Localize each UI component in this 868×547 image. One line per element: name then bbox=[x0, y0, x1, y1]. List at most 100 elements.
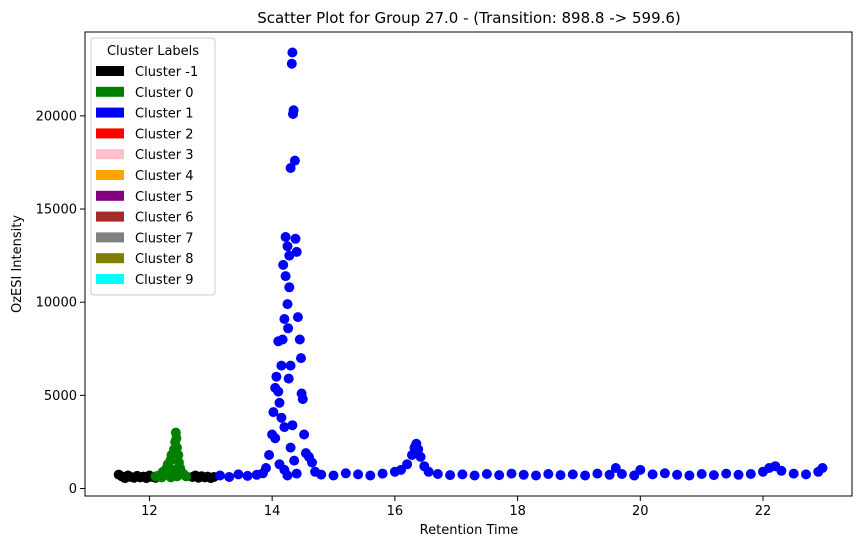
x-tick-label: 22 bbox=[755, 504, 772, 519]
data-point-cluster-1 bbox=[788, 468, 799, 479]
legend-label: Cluster 6 bbox=[135, 211, 194, 226]
data-point-cluster-1 bbox=[610, 463, 621, 473]
legend-swatch bbox=[96, 274, 124, 284]
plot-frame bbox=[84, 31, 853, 497]
data-point-cluster-1 bbox=[672, 469, 683, 480]
legend-label: Cluster -1 bbox=[135, 65, 198, 80]
data-point-cluster-1 bbox=[377, 468, 388, 479]
data-point-cluster-0 bbox=[173, 450, 184, 460]
data-point-cluster-1 bbox=[284, 250, 295, 261]
data-point-cluster-1 bbox=[292, 312, 303, 323]
data-point-cluster-1 bbox=[282, 241, 293, 252]
data-point-cluster-1 bbox=[543, 469, 554, 479]
data-point-cluster-1 bbox=[283, 323, 294, 334]
data-point-cluster-1 bbox=[297, 394, 308, 405]
x-tick-label: 20 bbox=[632, 504, 649, 519]
data-point-cluster-1 bbox=[604, 469, 615, 480]
legend-label: Cluster 8 bbox=[135, 252, 194, 267]
data-point-cluster-1 bbox=[242, 470, 253, 481]
data-point-cluster-1 bbox=[708, 470, 719, 481]
data-point-cluster-1 bbox=[287, 47, 298, 58]
data-point-cluster-1 bbox=[273, 336, 284, 347]
data-point-cluster-1 bbox=[282, 470, 293, 481]
data-point-cluster-1 bbox=[616, 469, 627, 479]
legend-swatch bbox=[96, 86, 124, 97]
legend-label: Cluster 2 bbox=[135, 127, 194, 142]
legend-label: Cluster 4 bbox=[135, 169, 194, 184]
data-point-cluster-1 bbox=[289, 455, 300, 466]
data-point-cluster-0 bbox=[181, 471, 192, 482]
data-point-cluster-1 bbox=[481, 469, 492, 479]
data-point-cluster-1 bbox=[445, 470, 456, 481]
data-point-cluster-1 bbox=[353, 469, 364, 480]
data-point-cluster-1 bbox=[280, 232, 291, 242]
data-point-cluster-1 bbox=[283, 373, 294, 384]
x-tick-label: 12 bbox=[141, 504, 158, 519]
data-point-cluster-1 bbox=[282, 299, 293, 310]
data-point-cluster-1 bbox=[506, 468, 517, 479]
legend-label: Cluster 9 bbox=[135, 273, 194, 288]
data-point-cluster-1 bbox=[264, 450, 275, 460]
data-point-cluster-1 bbox=[745, 469, 756, 479]
data-point-cluster-1 bbox=[592, 468, 603, 479]
data-point-cluster-1 bbox=[276, 360, 287, 371]
y-tick-label: 15000 bbox=[36, 203, 77, 218]
y-tick-label: 20000 bbox=[36, 109, 77, 124]
y-tick-label: 10000 bbox=[36, 296, 77, 311]
data-point-cluster-0 bbox=[172, 471, 182, 482]
data-point-cluster-1 bbox=[290, 233, 301, 244]
legend-label: Cluster 0 bbox=[135, 86, 194, 101]
legend-swatch bbox=[96, 232, 124, 243]
data-point-cluster-1 bbox=[801, 469, 811, 480]
x-axis-label: Retention Time bbox=[420, 523, 519, 538]
data-point-cluster-1 bbox=[817, 463, 828, 473]
data-point-cluster-1 bbox=[696, 469, 707, 479]
data-points bbox=[113, 47, 828, 484]
data-point-cluster-1 bbox=[280, 271, 291, 282]
legend-swatch bbox=[96, 211, 124, 222]
data-point-cluster-1 bbox=[294, 334, 305, 345]
legend-swatch bbox=[96, 170, 124, 180]
x-tick-label: 14 bbox=[264, 504, 281, 519]
legend-title: Cluster Labels bbox=[107, 44, 199, 59]
data-point-cluster-1 bbox=[286, 58, 297, 69]
data-point-cluster-1 bbox=[278, 259, 289, 270]
legend-label: Cluster 3 bbox=[135, 148, 194, 163]
data-point-cluster-1 bbox=[285, 163, 296, 173]
data-point-cluster-1 bbox=[233, 469, 244, 480]
data-point-cluster-1 bbox=[647, 469, 658, 480]
data-point-cluster-1 bbox=[580, 470, 591, 481]
data-point-cluster-1 bbox=[518, 469, 529, 480]
data-point-cluster-1 bbox=[457, 469, 468, 480]
x-tick-label: 18 bbox=[509, 504, 526, 519]
data-point-cluster-1 bbox=[274, 397, 285, 408]
legend-label: Cluster 7 bbox=[135, 231, 194, 246]
data-point-cluster-1 bbox=[288, 109, 298, 119]
data-point-cluster-0 bbox=[171, 433, 182, 444]
legend-label: Cluster 1 bbox=[135, 107, 194, 122]
legend-box bbox=[90, 37, 216, 296]
data-point-cluster-1 bbox=[299, 429, 310, 440]
legend-swatch bbox=[96, 253, 124, 264]
data-point-cluster-1 bbox=[279, 314, 290, 324]
data-point-cluster-1 bbox=[316, 469, 327, 480]
data-point-cluster-1 bbox=[494, 470, 505, 481]
data-point-cluster-1 bbox=[635, 464, 646, 475]
data-point-cluster-1 bbox=[284, 282, 295, 293]
data-point-cluster-1 bbox=[402, 459, 413, 470]
data-point-cluster-1 bbox=[555, 470, 566, 481]
data-point-cluster-1 bbox=[261, 463, 271, 473]
data-point-cluster-1 bbox=[307, 457, 317, 468]
data-point-cluster-1 bbox=[273, 386, 284, 397]
legend: Cluster Labels Cluster -1 Cluster 0 Cluste… bbox=[90, 37, 216, 296]
data-point-cluster-1 bbox=[659, 468, 670, 479]
legend-swatch bbox=[96, 190, 124, 201]
data-point-cluster-1 bbox=[276, 412, 287, 423]
data-point-cluster-1 bbox=[531, 470, 541, 481]
data-point-cluster-1 bbox=[340, 468, 351, 479]
data-point-cluster-1 bbox=[296, 353, 306, 364]
legend-swatch bbox=[96, 149, 124, 160]
legend-swatch bbox=[96, 128, 124, 139]
data-point-cluster-1 bbox=[270, 433, 281, 444]
